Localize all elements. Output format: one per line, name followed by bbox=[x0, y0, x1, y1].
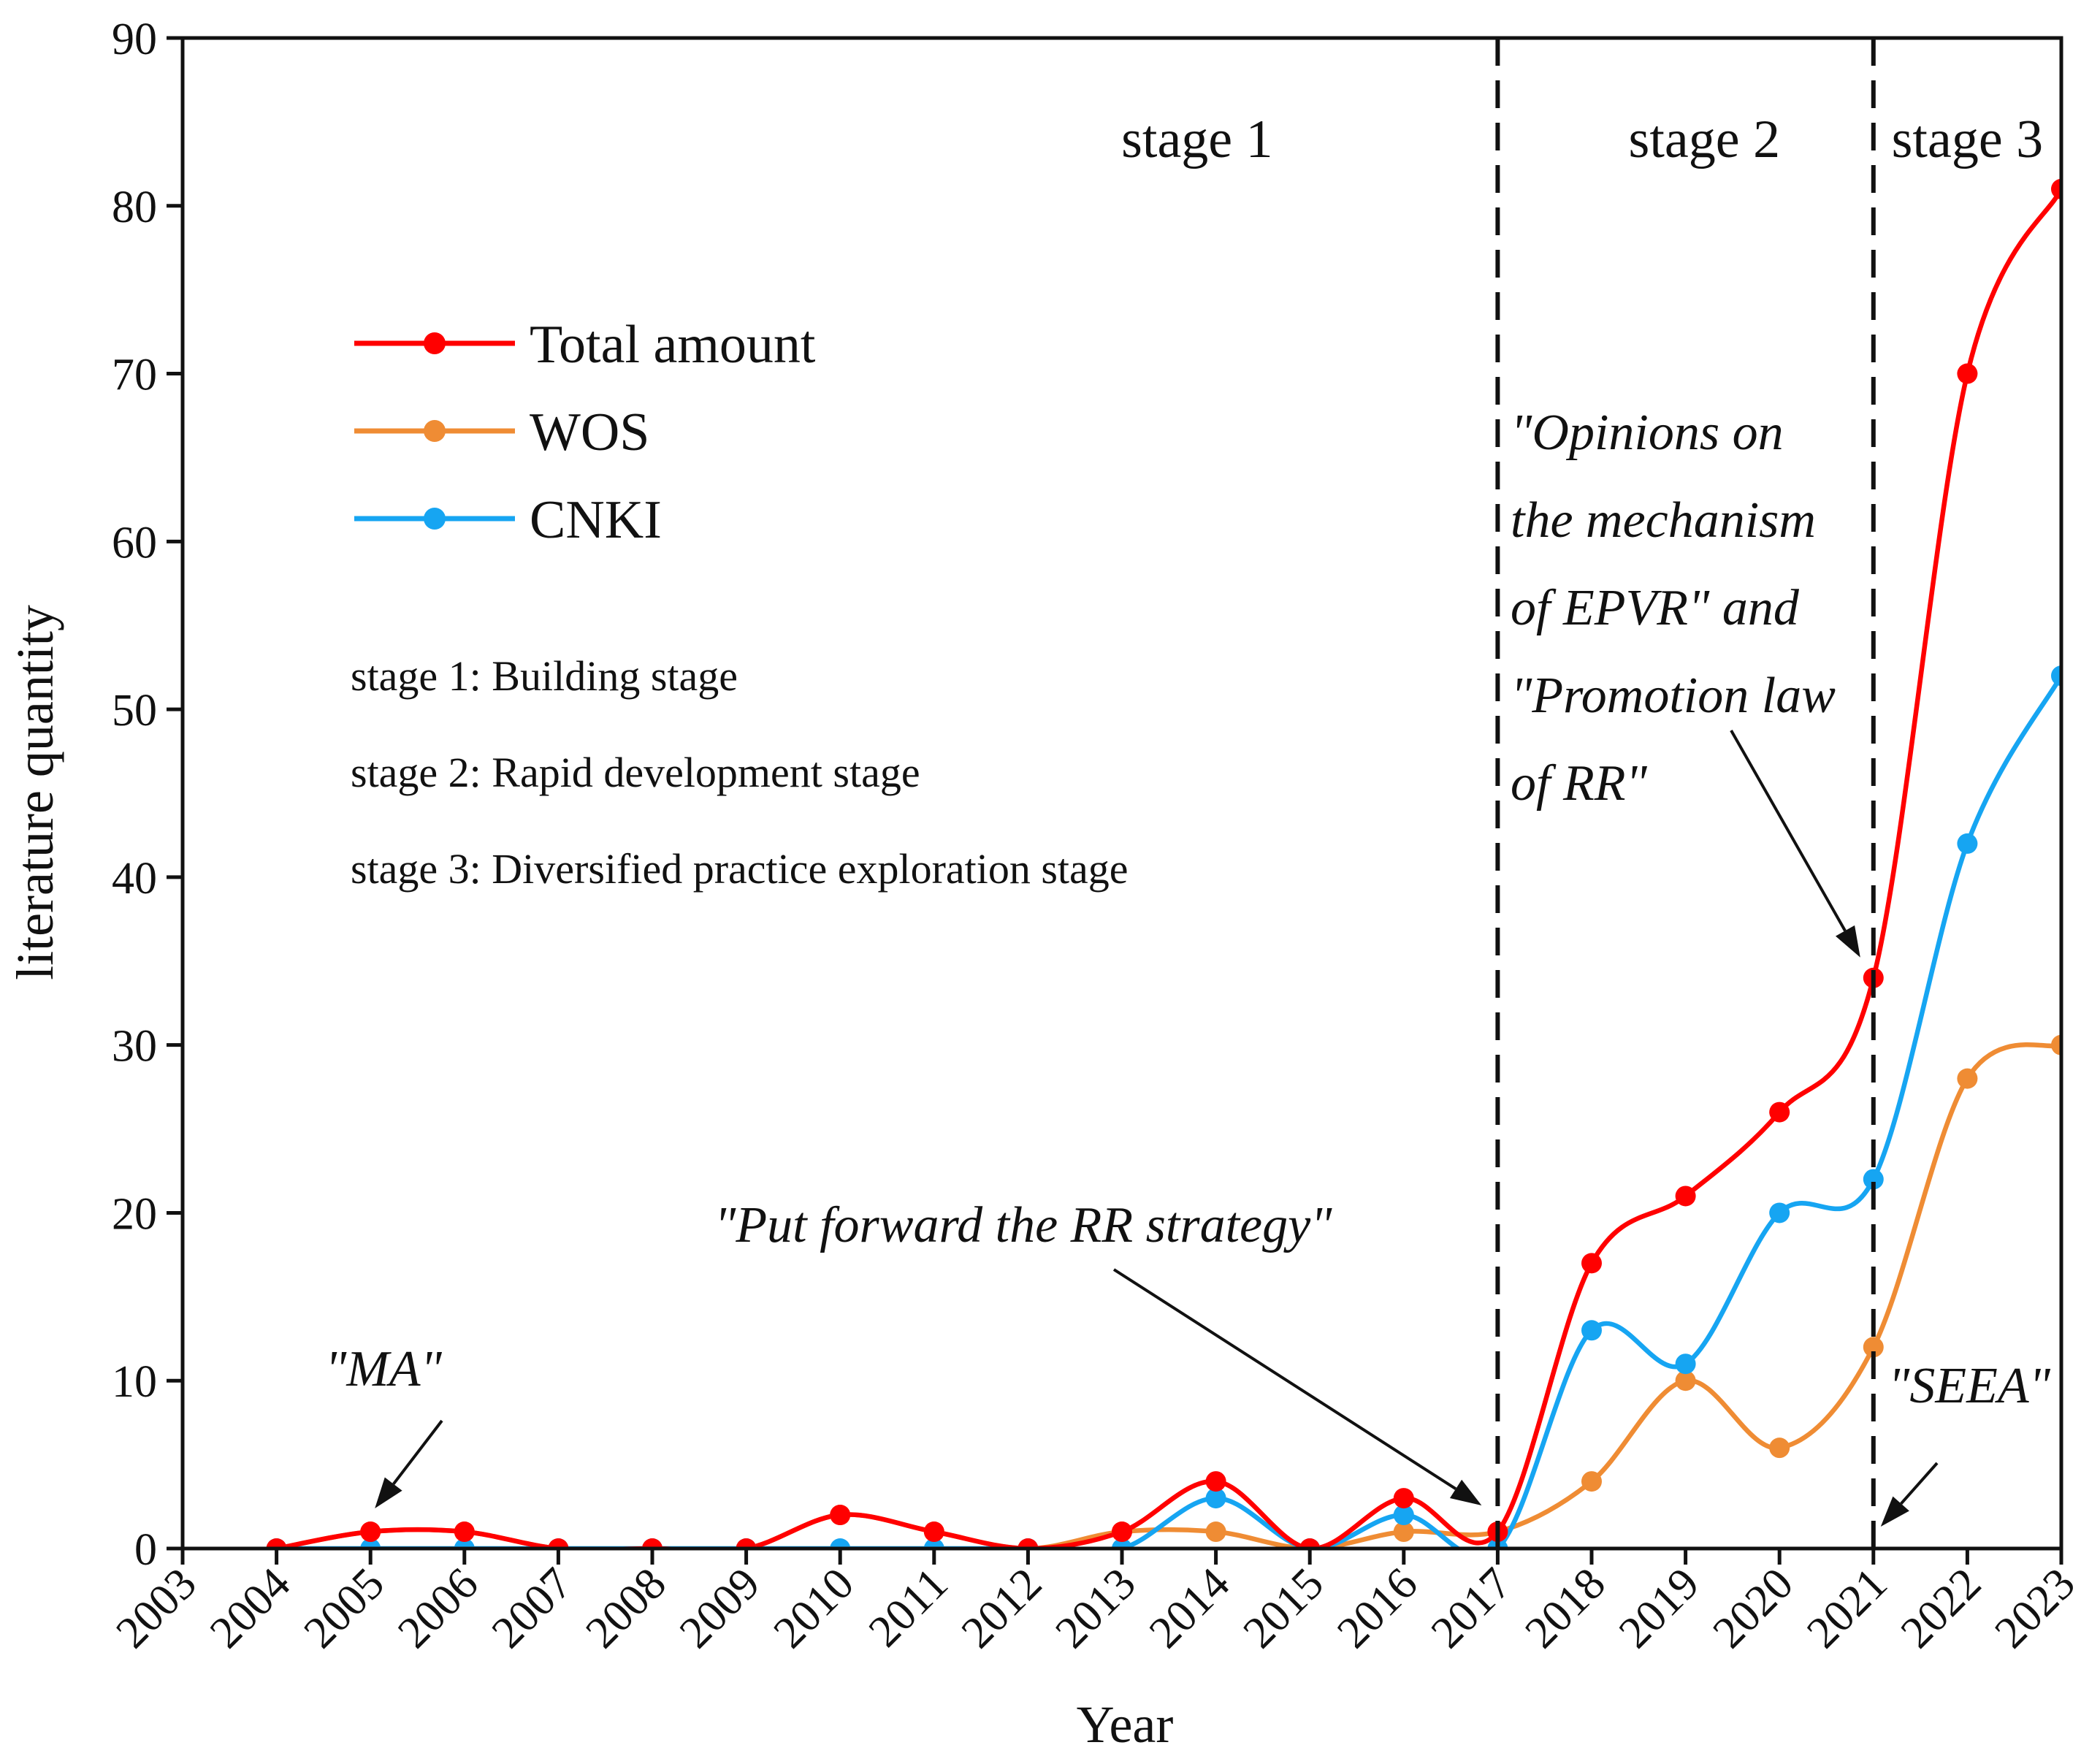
data-point bbox=[2051, 665, 2061, 687]
annotation-arrow bbox=[1900, 1462, 1939, 1505]
data-point bbox=[1769, 1437, 1790, 1459]
y-tick-label: 90 bbox=[112, 15, 157, 64]
data-point bbox=[1205, 1471, 1226, 1492]
stage-label: stage 3 bbox=[1892, 110, 2044, 169]
data-point bbox=[1393, 1505, 1414, 1526]
legend-marker bbox=[424, 508, 446, 530]
stage-label: stage 2 bbox=[1629, 110, 1781, 169]
data-point bbox=[1675, 1370, 1696, 1391]
annotation-text: of RR" bbox=[1511, 755, 1647, 812]
annotation-arrow bbox=[392, 1419, 443, 1485]
data-point bbox=[736, 1538, 757, 1549]
y-tick-label: 50 bbox=[112, 686, 157, 736]
y-tick-label: 30 bbox=[112, 1022, 157, 1072]
annotation-text: the mechanism bbox=[1511, 492, 1816, 549]
data-point bbox=[1863, 1169, 1884, 1190]
data-point bbox=[1393, 1488, 1414, 1509]
annotation-text: "MA" bbox=[325, 1341, 442, 1397]
legend-label: WOS bbox=[530, 402, 649, 462]
annotation-text: "Opinions on bbox=[1511, 405, 1784, 461]
data-point bbox=[1863, 1337, 1884, 1358]
data-point bbox=[1675, 1185, 1696, 1207]
y-tick-label: 80 bbox=[112, 183, 157, 232]
data-point bbox=[454, 1521, 475, 1543]
data-point bbox=[360, 1538, 381, 1549]
data-point bbox=[1581, 1320, 1602, 1341]
annotation-text: "Promotion law bbox=[1511, 668, 1836, 724]
annotation-arrow bbox=[1730, 730, 1847, 932]
data-point bbox=[1675, 1353, 1696, 1375]
stage-description: stage 3: Diversified practice exploratio… bbox=[351, 845, 1129, 893]
data-point bbox=[1769, 1101, 1790, 1123]
data-point bbox=[1957, 363, 1978, 384]
y-tick-label: 40 bbox=[112, 854, 157, 904]
data-point bbox=[1957, 833, 1978, 854]
data-point bbox=[1205, 1488, 1226, 1509]
data-point bbox=[923, 1538, 944, 1549]
annotation-arrowhead bbox=[1835, 925, 1860, 958]
data-point bbox=[2051, 178, 2061, 199]
annotation-text: "Put forward the RR strategy" bbox=[714, 1197, 1332, 1253]
data-point bbox=[1017, 1538, 1039, 1549]
data-point bbox=[454, 1538, 475, 1549]
y-tick-label: 20 bbox=[112, 1189, 157, 1239]
data-point bbox=[1112, 1538, 1132, 1549]
data-point bbox=[830, 1505, 851, 1526]
annotation-arrowhead bbox=[375, 1477, 402, 1509]
legend-label: Total amount bbox=[530, 315, 816, 375]
legend-label: CNKI bbox=[530, 490, 662, 550]
data-point bbox=[923, 1521, 944, 1543]
data-point bbox=[360, 1521, 381, 1543]
data-point bbox=[1393, 1521, 1414, 1543]
y-axis-title: literature quantity bbox=[6, 605, 64, 980]
annotation-arrowhead bbox=[1449, 1479, 1482, 1506]
legend-marker bbox=[424, 332, 446, 354]
legend-marker bbox=[424, 420, 446, 442]
data-point bbox=[1112, 1521, 1132, 1543]
data-point bbox=[1581, 1471, 1602, 1492]
data-point bbox=[830, 1538, 851, 1549]
annotation-arrow bbox=[1112, 1268, 1457, 1491]
data-point bbox=[1299, 1538, 1321, 1549]
annotation-arrowhead bbox=[1880, 1496, 1909, 1527]
data-point bbox=[266, 1538, 287, 1549]
series-line bbox=[276, 1042, 2061, 1549]
data-point bbox=[1205, 1521, 1226, 1543]
data-point bbox=[1769, 1202, 1790, 1223]
y-tick-label: 10 bbox=[112, 1357, 157, 1407]
annotation-text: of EPVR" and bbox=[1511, 580, 1800, 636]
y-tick-label: 60 bbox=[112, 518, 157, 568]
x-axis-title: Year bbox=[1077, 1695, 1174, 1754]
data-point bbox=[2051, 1034, 2061, 1055]
annotation-text: "SEEA" bbox=[1888, 1358, 2051, 1414]
stage-description: stage 2: Rapid development stage bbox=[351, 749, 920, 796]
y-tick-label: 0 bbox=[134, 1525, 157, 1575]
data-point bbox=[1957, 1068, 1978, 1089]
data-point bbox=[1581, 1253, 1602, 1274]
stage-label: stage 1 bbox=[1121, 110, 1273, 169]
data-point bbox=[548, 1538, 569, 1549]
data-point bbox=[642, 1538, 663, 1549]
y-tick-label: 70 bbox=[112, 351, 157, 400]
stage-description: stage 1: Building stage bbox=[351, 652, 738, 700]
